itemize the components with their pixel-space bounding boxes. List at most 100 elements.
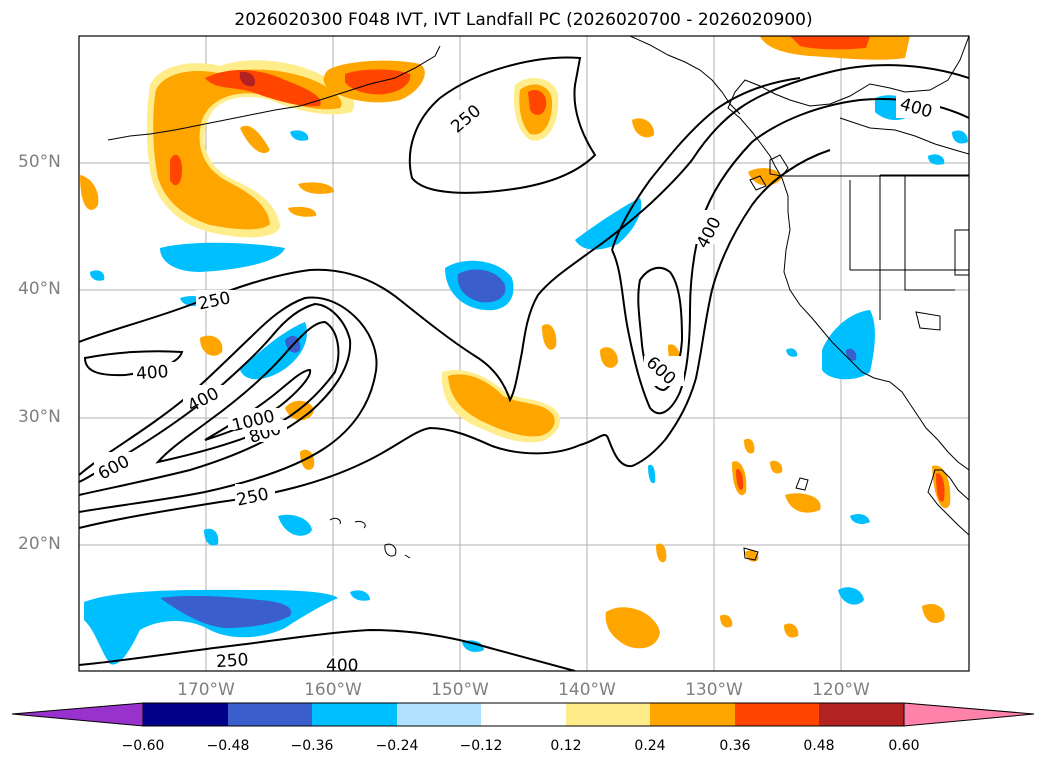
warm-blob-mexico-core: [936, 473, 945, 502]
positive-anomaly-fields: [80, 36, 951, 649]
warm-blob-ne: [632, 118, 655, 138]
colorbar-tick-7: 0.24: [634, 738, 666, 754]
lon-label-170w: 170°W: [177, 680, 235, 700]
warm-blob-sliver-2: [288, 206, 317, 217]
cool-blob-california: [822, 310, 875, 380]
warm-dot-3: [656, 543, 667, 563]
colorbar-tick-2: −0.48: [206, 738, 250, 754]
cool-dot-1: [90, 270, 105, 281]
colorbar-segment-3: [312, 703, 397, 726]
lon-label-150w: 150°W: [431, 680, 489, 700]
aleutian-band-peak: [239, 71, 256, 87]
cool-band-40n: [160, 242, 285, 272]
cool-dot-8: [648, 464, 656, 484]
map-frame: [78, 35, 970, 672]
lon-label-130w: 130°W: [685, 680, 743, 700]
contour-400-east-upper: [611, 77, 801, 251]
coastlines: [107, 36, 969, 561]
contour-label-400-far-south: 400: [326, 656, 358, 676]
colorbar-segment-8: [735, 703, 819, 726]
cool-dot-9: [786, 348, 798, 357]
lat-label-20n: 20°N: [18, 534, 61, 554]
mexico-coast: [927, 469, 969, 536]
warm-dot-2: [770, 460, 783, 474]
cool-dot-6: [850, 514, 870, 524]
cool-blob-central-core: [457, 269, 506, 303]
warm-blob-north-core: [528, 89, 547, 115]
warm-blob-washington: [748, 168, 782, 186]
small-islands: [743, 477, 809, 561]
colorbar-segment-6: [566, 703, 650, 726]
cool-dot-5: [462, 640, 484, 652]
lat-label-40n: 40°N: [18, 279, 61, 299]
alaska-panhandle: [629, 36, 741, 115]
contour-400-west: [79, 296, 378, 513]
warm-blob-east-1: [600, 347, 618, 368]
warm-blob-tropical-1-core: [736, 469, 744, 490]
colorbar-segment-2: [228, 703, 312, 726]
lon-label-160w: 160°W: [304, 680, 362, 700]
cool-blob-california-core: [846, 348, 857, 361]
us-state-borders: [849, 174, 969, 331]
colorbar-segment-9: [819, 703, 904, 726]
lon-label-120w: 120°W: [812, 680, 870, 700]
colorbar-tick-4: −0.24: [375, 738, 419, 754]
colorbar-segment-5: [481, 703, 566, 726]
warm-blob-west-edge: [80, 175, 99, 210]
map-plot-area: 250 250 250 250 400 400 400 400 400 600 …: [79, 36, 969, 676]
warm-dot-6: [720, 614, 733, 628]
aleutian-band-mid: [153, 69, 342, 230]
aleutian-small-blob: [240, 125, 270, 154]
colorbar-tick-10: 0.60: [888, 738, 920, 754]
map-title: 2026020300 F048 IVT, IVT Landfall PC (20…: [234, 10, 813, 30]
colorbar-segment-4: [397, 703, 481, 726]
colorbar-extend-high: [903, 702, 1035, 727]
colorbar-tick-3: −0.36: [290, 738, 334, 754]
cool-blob-south-west: [204, 528, 219, 546]
colorbar-tick-5: −0.12: [459, 738, 503, 754]
contour-600-west: [79, 302, 352, 496]
aleutian-warm-band: [146, 60, 425, 238]
cool-dot-2: [290, 130, 309, 141]
contour-250-far-south: [79, 628, 576, 671]
contour-label-250-far-south: 250: [215, 650, 249, 672]
colorbar-extend-low: [11, 702, 144, 727]
cool-blob-south-mid: [278, 514, 312, 536]
hawaiian-islands: [329, 517, 411, 559]
aleutian-band-core-2: [170, 154, 182, 186]
cool-band-south-core: [160, 595, 292, 628]
north-america-coast: [727, 36, 969, 471]
colorbar-segment-1: [143, 703, 228, 726]
colorbar: [11, 702, 1035, 727]
cool-streak-ne: [575, 198, 642, 250]
lon-label-140w: 140°W: [558, 680, 616, 700]
negative-anomaly-fields: [84, 95, 968, 665]
colorbar-outline: [142, 702, 905, 727]
warm-blob-far-south-2: [922, 603, 945, 624]
contour-400-east: [611, 97, 969, 415]
lat-label-30n: 30°N: [18, 407, 61, 427]
warm-blob-central: [542, 324, 557, 350]
warm-blob-far-south: [605, 607, 660, 649]
colorbar-tick-9: 0.48: [803, 738, 835, 754]
warm-dot-5: [784, 623, 799, 638]
colorbar-segment-7: [650, 703, 735, 726]
warm-blob-south: [300, 449, 315, 470]
colorbar-tick-8: 0.36: [719, 738, 751, 754]
canada-border-area: [839, 117, 969, 155]
contour-labels: 250 250 250 250 400 400 400 400 400 600 …: [94, 94, 940, 676]
colorbar-tick-1: −0.60: [121, 738, 165, 754]
colorbar-tick-6: 0.12: [550, 738, 582, 754]
contour-250-main: [79, 64, 969, 403]
cool-blob-se: [838, 587, 864, 605]
warm-blob-tropical-2: [785, 493, 821, 513]
contour-250-south: [79, 149, 831, 529]
cool-dot-4: [952, 130, 968, 144]
cool-dot-7: [350, 590, 370, 601]
lat-label-50n: 50°N: [18, 152, 61, 172]
aleutian-chain: [107, 45, 441, 141]
contour-label-400-small: 400: [135, 362, 169, 384]
subtropical-warm-band-mid: [448, 374, 555, 437]
contour-250-closed: [408, 56, 597, 194]
